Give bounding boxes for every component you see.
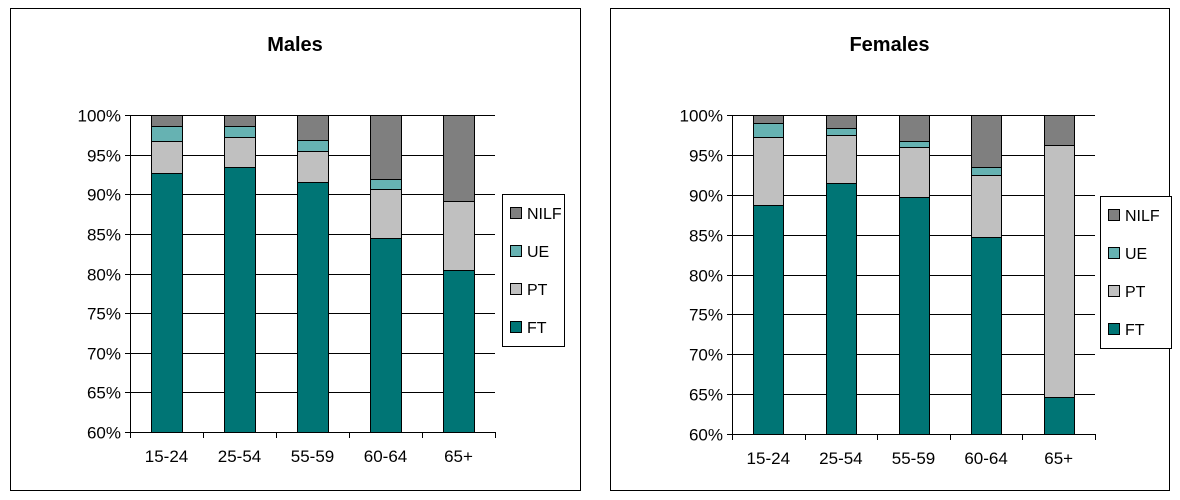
legend-swatch-ft bbox=[510, 321, 522, 333]
x-tick-label: 60-64 bbox=[964, 449, 1007, 468]
y-tick-label: 95% bbox=[87, 147, 121, 166]
legend-label-nilf: NILF bbox=[527, 206, 562, 223]
chart-title: Females bbox=[849, 34, 929, 56]
bar-ue-15-24 bbox=[753, 123, 784, 138]
legend-label-ue: UE bbox=[527, 244, 549, 261]
bar-ft-15-24 bbox=[151, 173, 183, 433]
y-tick-label: 65% bbox=[689, 386, 723, 405]
bar-nilf-15-24 bbox=[151, 115, 183, 127]
bar-pt-65+ bbox=[443, 201, 475, 271]
bar-pt-25-54 bbox=[826, 135, 857, 184]
bar-pt-55-59 bbox=[899, 147, 930, 198]
bar-ft-60-64 bbox=[971, 237, 1002, 435]
legend-swatch-nilf bbox=[1108, 209, 1120, 221]
bar-ue-60-64 bbox=[370, 179, 402, 190]
bar-ft-55-59 bbox=[899, 197, 930, 435]
x-tick-label: 65+ bbox=[1044, 449, 1073, 468]
bar-ft-25-54 bbox=[224, 167, 256, 433]
legend-swatch-pt bbox=[510, 283, 522, 295]
y-tick-label: 75% bbox=[689, 306, 723, 325]
bar-nilf-55-59 bbox=[899, 115, 930, 142]
legend-label-pt: PT bbox=[527, 282, 548, 299]
legend-label-ue: UE bbox=[1125, 246, 1147, 263]
bar-ft-65+ bbox=[443, 270, 475, 433]
legend-swatch-nilf bbox=[510, 207, 522, 219]
bar-ue-15-24 bbox=[151, 126, 183, 142]
y-tick-label: 70% bbox=[87, 345, 121, 364]
x-tick-label: 25-54 bbox=[218, 447, 261, 466]
bar-ue-25-54 bbox=[224, 126, 256, 138]
y-tick-label: 85% bbox=[689, 227, 723, 246]
chart-males: Males 60% 65% 70% 75% 80% 85% 90% 95% 100% 15-24 25… bbox=[10, 8, 581, 491]
x-tick-label: 55-59 bbox=[291, 447, 334, 466]
bar-pt-15-24 bbox=[753, 137, 784, 206]
bar-ue-55-59 bbox=[297, 140, 329, 152]
bar-nilf-15-24 bbox=[753, 115, 784, 124]
chart-frame bbox=[610, 8, 1170, 491]
chart-panel-males: Males 60% 65% 70% 75% 80% 85% 90% 95% 100% 15-24 25… bbox=[10, 8, 581, 491]
bar-nilf-65+ bbox=[1044, 115, 1075, 146]
bar-ft-55-59 bbox=[297, 182, 329, 433]
y-tick-label: 95% bbox=[689, 147, 723, 166]
bar-nilf-60-64 bbox=[971, 115, 1002, 168]
legend-label-nilf: NILF bbox=[1125, 208, 1160, 225]
y-tick-label: 60% bbox=[87, 424, 121, 443]
y-tick-label: 80% bbox=[87, 266, 121, 285]
y-tick-label: 75% bbox=[87, 305, 121, 324]
y-tick-label: 65% bbox=[87, 384, 121, 403]
bar-pt-65+ bbox=[1044, 145, 1075, 398]
legend-label-ft: FT bbox=[527, 320, 547, 337]
y-tick-label: 90% bbox=[689, 187, 723, 206]
legend-swatch-ue bbox=[1108, 247, 1120, 259]
bar-nilf-25-54 bbox=[826, 115, 857, 129]
x-tick-label: 15-24 bbox=[145, 447, 188, 466]
bar-pt-60-64 bbox=[971, 175, 1002, 238]
y-tick-label: 100% bbox=[78, 107, 121, 126]
bar-ft-15-24 bbox=[753, 205, 784, 435]
chart-females: Females 60% 65% 70% 75% 80% 85% 90% 95% 100% 15-24… bbox=[610, 8, 1172, 491]
bar-ue-60-64 bbox=[971, 167, 1002, 176]
bar-ue-25-54 bbox=[826, 128, 857, 136]
legend-label-pt: PT bbox=[1125, 284, 1146, 301]
y-tick-label: 70% bbox=[689, 346, 723, 365]
y-tick-label: 80% bbox=[689, 267, 723, 286]
bar-pt-15-24 bbox=[151, 141, 183, 174]
x-tick-label: 55-59 bbox=[892, 449, 935, 468]
y-tick-label: 90% bbox=[87, 186, 121, 205]
y-tick-label: 100% bbox=[680, 107, 723, 126]
chart-frame bbox=[10, 8, 581, 491]
bar-nilf-25-54 bbox=[224, 115, 256, 127]
chart-panel-females: Females 60% 65% 70% 75% 80% 85% 90% 95% 100% 15-24… bbox=[600, 0, 1180, 500]
bar-ft-25-54 bbox=[826, 183, 857, 435]
bar-nilf-65+ bbox=[443, 115, 475, 202]
x-tick-label: 15-24 bbox=[747, 449, 790, 468]
bar-pt-60-64 bbox=[370, 189, 402, 239]
bar-ft-60-64 bbox=[370, 238, 402, 433]
bar-nilf-55-59 bbox=[297, 115, 329, 141]
bar-pt-55-59 bbox=[297, 151, 329, 183]
x-tick-label: 60-64 bbox=[364, 447, 407, 466]
legend-swatch-pt bbox=[1108, 285, 1120, 297]
bar-nilf-60-64 bbox=[370, 115, 402, 180]
x-tick-label: 65+ bbox=[444, 447, 473, 466]
legend-swatch-ue bbox=[510, 245, 522, 257]
bar-pt-25-54 bbox=[224, 137, 256, 168]
x-tick-label: 25-54 bbox=[819, 449, 862, 468]
bar-ue-55-59 bbox=[899, 141, 930, 148]
legend-swatch-ft bbox=[1108, 323, 1120, 335]
legend-label-ft: FT bbox=[1125, 322, 1145, 339]
y-tick-label: 85% bbox=[87, 226, 121, 245]
chart-title: Males bbox=[267, 34, 323, 56]
y-tick-label: 60% bbox=[689, 426, 723, 445]
bar-ft-65+ bbox=[1044, 397, 1075, 435]
